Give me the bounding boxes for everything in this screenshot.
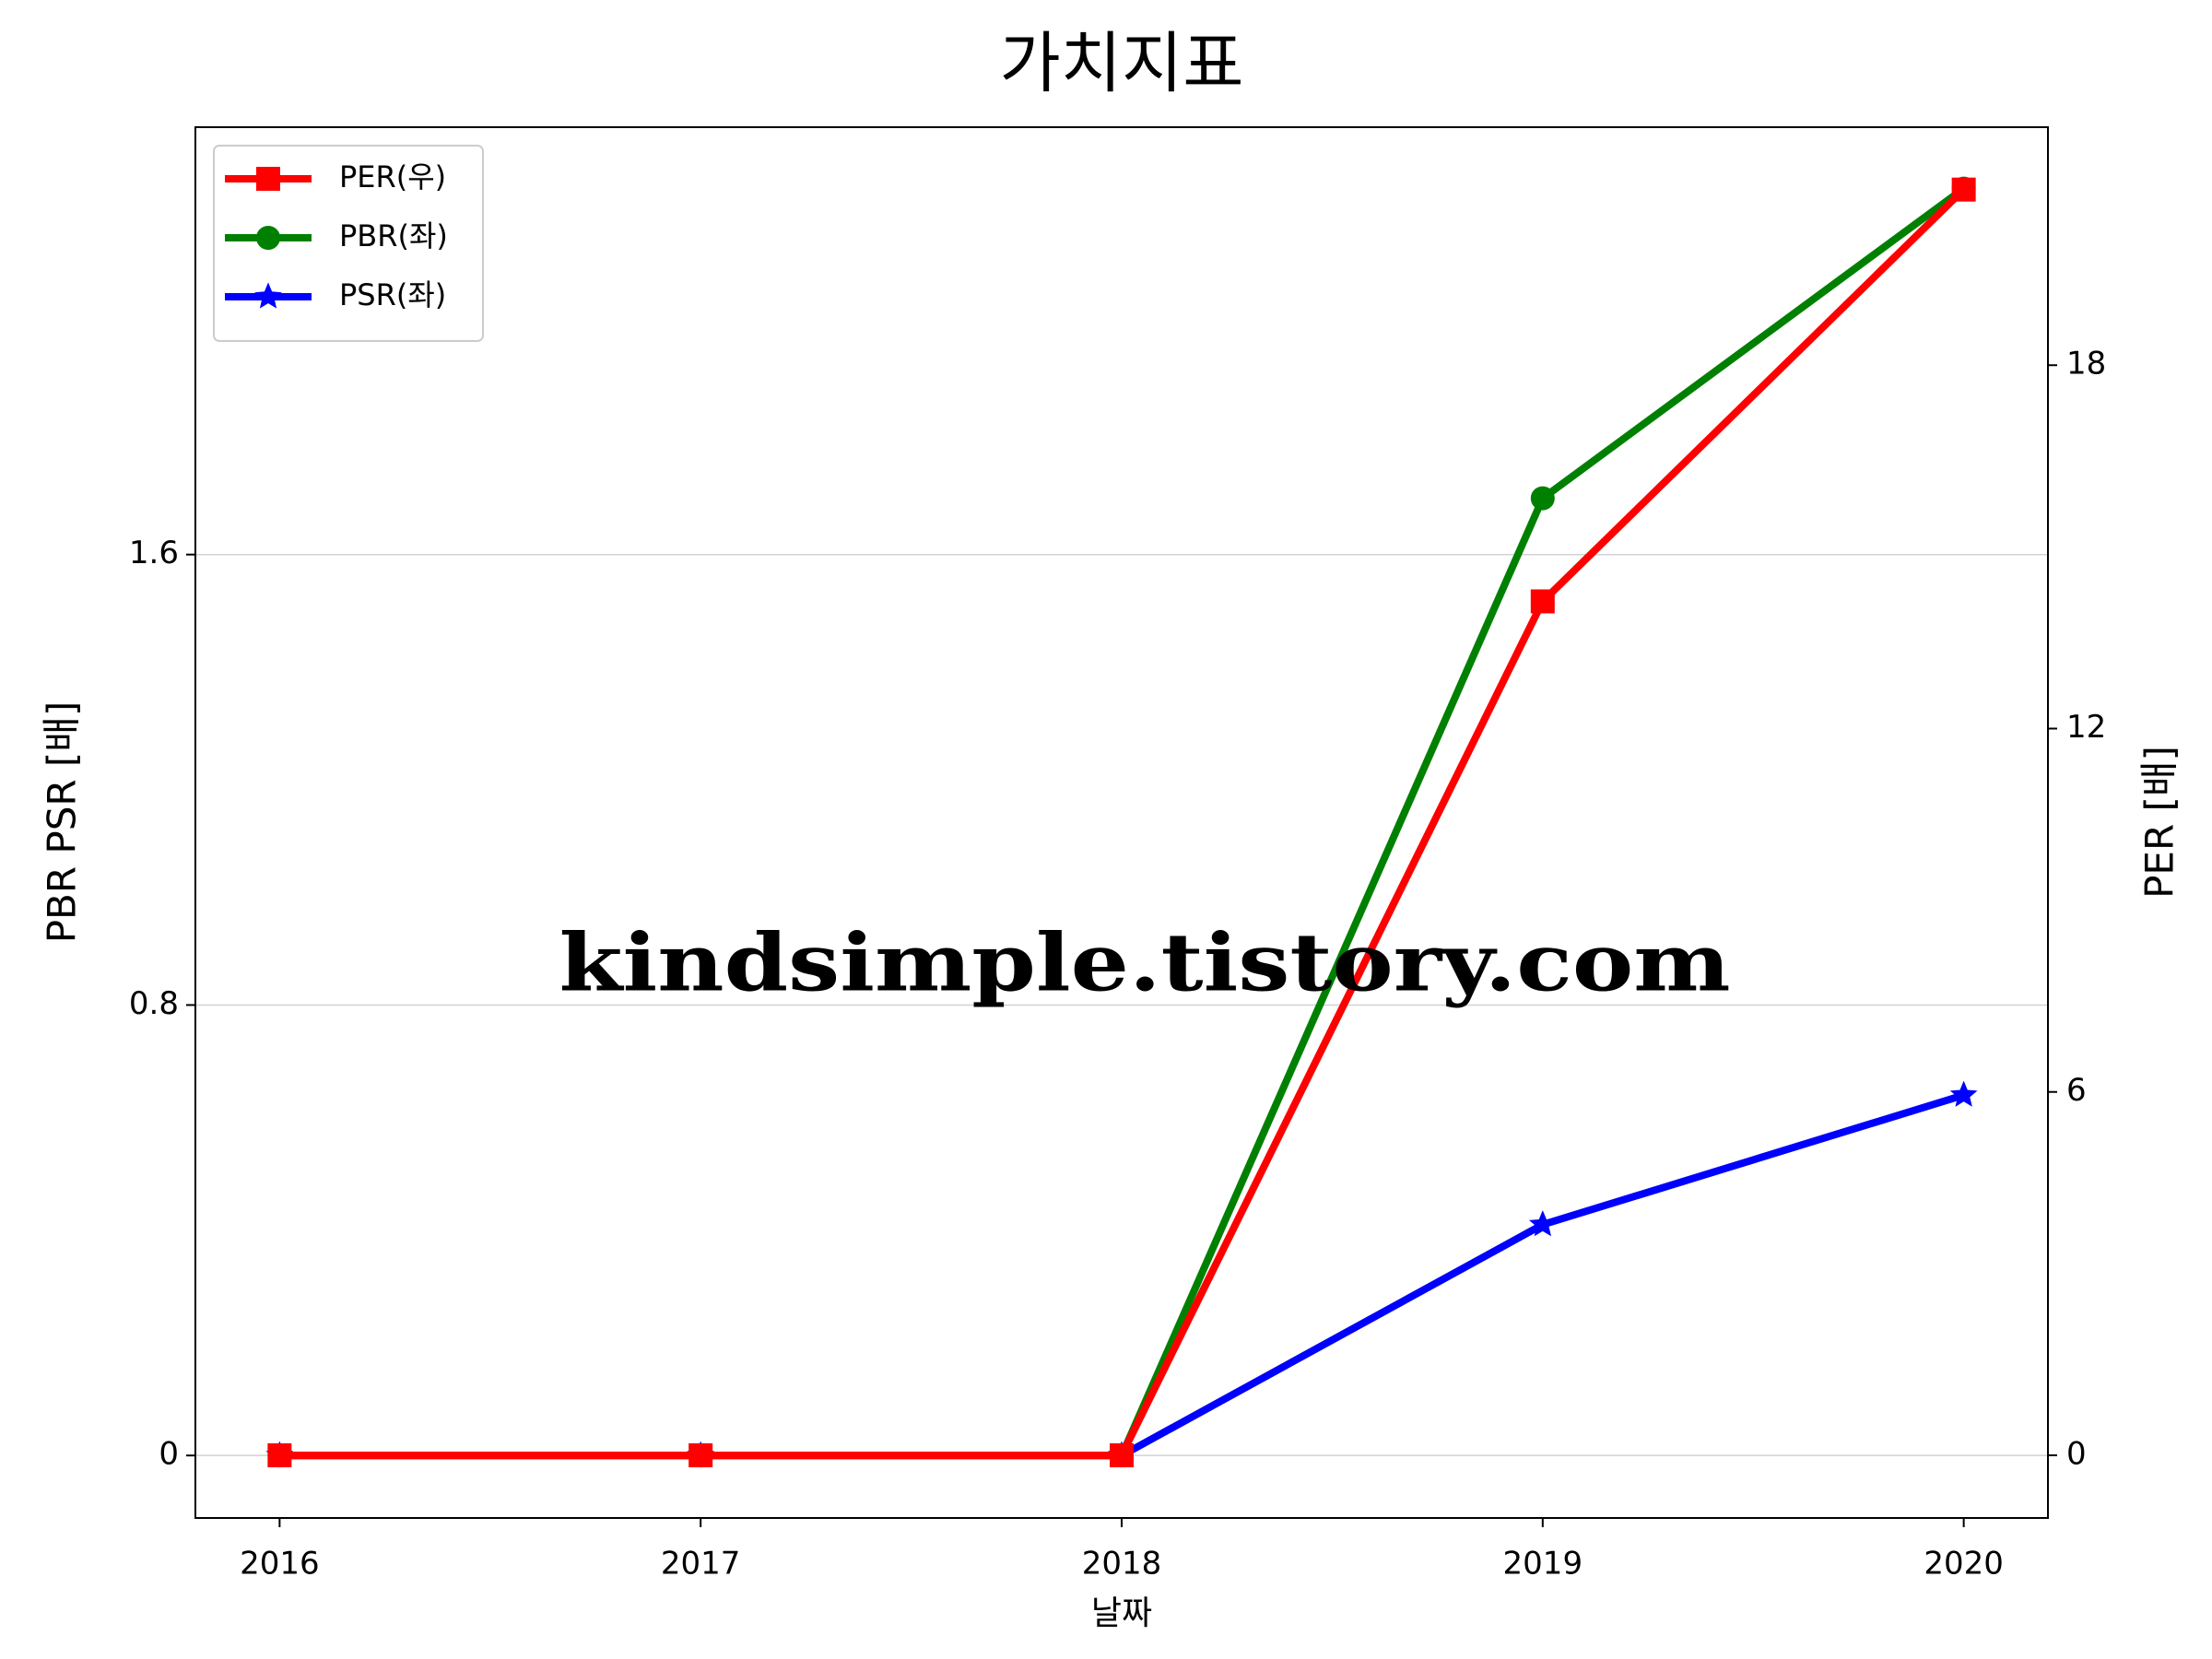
marker: [1530, 486, 1555, 511]
legend: PER(우) PBR(좌) PSR(좌): [213, 145, 484, 342]
plot-area: [265, 176, 1978, 1468]
marker: [267, 1442, 292, 1467]
legend-box: [213, 145, 484, 342]
y2-tick-label: 0: [2066, 1435, 2087, 1472]
y2-tick-label: 18: [2066, 346, 2106, 382]
legend-label: PSR(좌): [339, 277, 446, 312]
legend-label: PER(우): [339, 159, 446, 194]
y-tick-label: 1.6: [129, 535, 179, 571]
y2-tick-label: 6: [2066, 1072, 2087, 1109]
y-tick-label: 0: [159, 1436, 179, 1473]
legend-marker: [256, 167, 280, 191]
marker: [1949, 1080, 1978, 1107]
y2-axis-label: PER [배]: [2137, 746, 2183, 899]
marker: [1951, 177, 1976, 202]
x-tick-label: 2020: [1924, 1546, 2004, 1583]
y-tick-label: 0.8: [129, 985, 179, 1022]
x-axis-label: 날짜: [1091, 1594, 1152, 1632]
legend-marker: [256, 226, 280, 250]
y-axis-label: PBR PSR [배]: [40, 701, 85, 944]
marker: [688, 1442, 713, 1467]
x-tick-label: 2016: [240, 1546, 320, 1583]
x-tick-label: 2017: [661, 1546, 741, 1583]
watermark: kindsimple.tistory.com: [559, 917, 1731, 1010]
marker: [1530, 589, 1555, 614]
x-tick-label: 2019: [1503, 1546, 1583, 1583]
marker: [1529, 1210, 1557, 1237]
y2-tick-label: 12: [2066, 709, 2106, 746]
x-tick-label: 2018: [1082, 1546, 1162, 1583]
marker: [1110, 1442, 1134, 1467]
legend-label: PBR(좌): [339, 218, 448, 253]
legend-marker: [254, 282, 282, 309]
chart-title: 가치지표: [1000, 25, 1244, 102]
